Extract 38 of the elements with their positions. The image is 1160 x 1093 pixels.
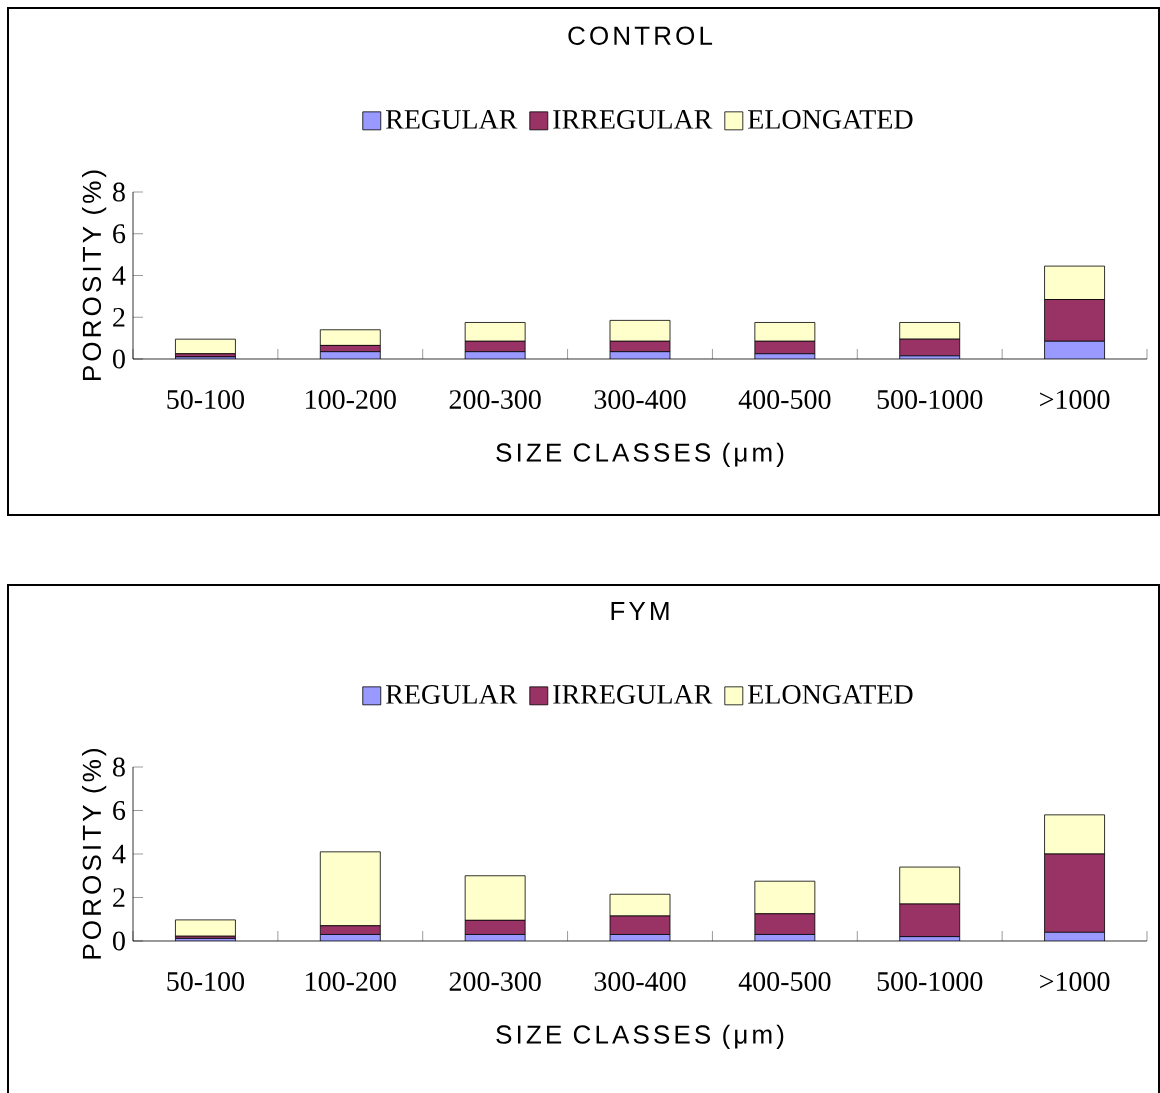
chart-title: FYM <box>611 602 669 620</box>
y-tick-label: 8 <box>113 757 125 777</box>
y-tick-label: 2 <box>113 888 125 907</box>
x-tick-label: 300-400 <box>594 390 686 409</box>
bar <box>175 338 236 355</box>
x-tick-label: >1000 <box>1040 972 1110 991</box>
legend-label: IRREGULAR <box>553 685 713 704</box>
chart-title: CONTROL <box>568 26 713 45</box>
x-tick-label: 500-1000 <box>877 972 983 991</box>
x-axis-title: SIZE CLASSES (μm) <box>496 1024 784 1049</box>
legend-label: ELONGATED <box>748 110 913 129</box>
x-tick-label: 400-500 <box>738 972 831 991</box>
x-tick-label: 50-100 <box>167 972 245 991</box>
x-tick-label: 500-1000 <box>877 390 983 409</box>
y-tick-label: 0 <box>113 349 125 369</box>
y-tick-label: 2 <box>113 307 125 327</box>
x-tick-label: 400-500 <box>738 390 831 409</box>
x-tick-label: 50-100 <box>167 390 245 409</box>
y-tick-label: 6 <box>113 224 126 244</box>
legend-label: IRREGULAR <box>553 110 713 129</box>
y-axis-title: POROSITY (%) <box>81 170 107 380</box>
x-tick-label: >1000 <box>1040 390 1110 409</box>
x-tick-label: 200-300 <box>449 390 541 409</box>
y-tick-label: 0 <box>113 931 125 951</box>
y-tick-label: 8 <box>113 182 125 202</box>
legend-label: REGULAR <box>385 110 518 129</box>
bar <box>175 919 236 937</box>
x-axis-title: SIZE CLASSES (μm) <box>496 442 784 467</box>
x-tick-label: 100-200 <box>306 390 396 409</box>
x-tick-label: 300-400 <box>594 972 686 991</box>
legend-label: REGULAR <box>385 685 518 704</box>
legend-label: ELONGATED <box>748 685 913 704</box>
y-tick-label: 6 <box>113 801 126 820</box>
y-axis-title: POROSITY (%) <box>81 749 107 959</box>
x-tick-label: 100-200 <box>306 972 396 991</box>
y-tick-label: 4 <box>112 266 126 285</box>
y-tick-label: 4 <box>112 844 126 864</box>
x-tick-label: 200-300 <box>449 972 541 991</box>
